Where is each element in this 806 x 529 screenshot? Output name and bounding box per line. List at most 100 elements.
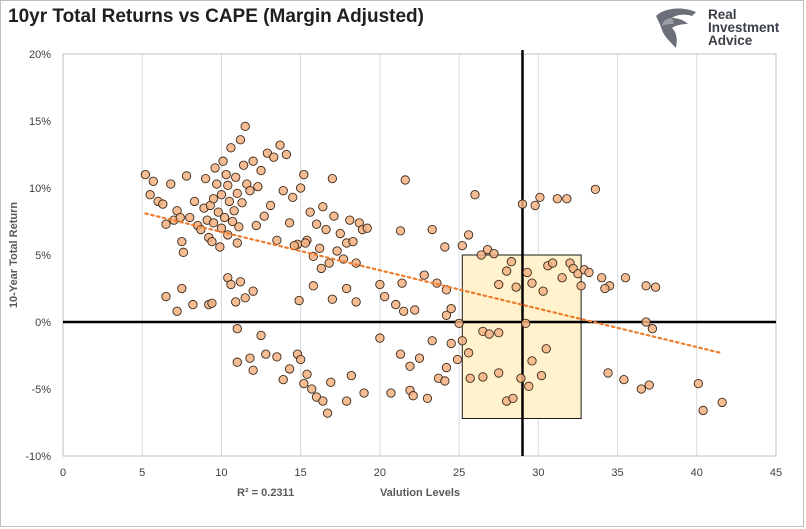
data-point — [650, 282, 661, 292]
data-point — [229, 206, 239, 216]
data-point — [351, 297, 361, 307]
data-point — [562, 194, 572, 204]
data-point — [536, 370, 547, 381]
data-point — [207, 236, 217, 247]
data-point — [238, 160, 249, 170]
chart-title: 10yr Total Returns vs CAPE (Margin Adjus… — [8, 6, 424, 27]
data-point — [218, 156, 228, 166]
data-point — [346, 370, 357, 381]
data-point — [463, 348, 474, 358]
data-point — [538, 286, 548, 296]
data-point — [248, 365, 258, 375]
data-point — [494, 368, 504, 378]
data-point — [341, 396, 352, 406]
data-point — [501, 266, 512, 276]
data-point — [219, 212, 230, 223]
data-point — [315, 243, 325, 253]
data-point — [321, 224, 331, 235]
x-axis-title: Valution Levels — [380, 487, 460, 499]
data-point — [324, 258, 334, 268]
data-point — [414, 353, 425, 363]
data-point — [232, 324, 242, 334]
data-point — [517, 199, 528, 209]
data-point — [253, 182, 263, 192]
data-point — [590, 184, 601, 194]
data-point — [600, 283, 610, 294]
data-point — [576, 281, 586, 291]
data-point — [281, 149, 292, 160]
data-point — [620, 273, 631, 283]
data-point — [240, 293, 250, 303]
data-point — [395, 226, 406, 236]
data-point — [698, 405, 708, 416]
x-tick-label: 45 — [770, 467, 782, 479]
data-point — [235, 135, 246, 145]
data-point — [208, 194, 219, 204]
data-point — [441, 310, 452, 320]
data-point — [375, 279, 385, 290]
data-point — [316, 263, 326, 274]
data-point — [248, 156, 258, 166]
data-point — [178, 247, 189, 257]
x-tick-label: 5 — [139, 467, 145, 479]
y-tick-label: 5% — [35, 250, 51, 262]
data-point — [441, 362, 452, 373]
data-point — [452, 354, 463, 365]
brand-line: Advice — [708, 33, 753, 48]
brand-line: Real — [708, 7, 737, 22]
data-point — [427, 224, 437, 235]
data-point — [189, 196, 200, 207]
data-point — [329, 211, 339, 221]
brand-logo: Real Investment Advice — [652, 6, 792, 50]
data-point — [299, 169, 309, 180]
data-point — [245, 353, 255, 363]
data-point — [603, 368, 613, 378]
data-point — [463, 230, 474, 240]
data-point — [237, 198, 247, 208]
data-point — [188, 299, 198, 310]
data-point — [470, 190, 480, 200]
x-tick-label: 35 — [611, 467, 623, 479]
data-point — [272, 235, 282, 245]
data-point — [251, 220, 261, 231]
data-point — [172, 306, 182, 316]
data-point — [200, 173, 211, 184]
data-point — [597, 273, 607, 283]
data-point — [161, 291, 171, 302]
data-point — [494, 279, 504, 290]
data-point — [395, 349, 406, 359]
data-point — [341, 283, 352, 294]
data-point — [400, 175, 410, 185]
brand-name: Real Investment Advice — [708, 7, 779, 48]
data-point — [278, 186, 288, 196]
data-point — [535, 192, 545, 203]
y-tick-label: -5% — [31, 384, 51, 396]
y-tick-label: 15% — [29, 116, 51, 128]
data-point — [158, 199, 168, 209]
data-point — [717, 397, 727, 408]
eagle-head-icon — [656, 8, 696, 48]
data-point — [232, 238, 242, 248]
data-point — [275, 140, 285, 150]
x-tick-label: 30 — [532, 467, 544, 479]
data-point — [207, 298, 217, 308]
data-point — [530, 200, 540, 211]
data-point — [516, 373, 526, 383]
data-point — [332, 246, 342, 256]
data-point — [177, 236, 187, 247]
data-point — [541, 344, 551, 354]
data-point — [527, 356, 537, 366]
data-point — [322, 408, 333, 418]
data-point — [234, 222, 244, 232]
data-point — [269, 152, 279, 162]
data-point — [476, 250, 486, 260]
data-point — [223, 230, 233, 240]
data-point — [296, 183, 306, 193]
data-point — [386, 388, 396, 398]
data-point — [256, 330, 266, 341]
data-point — [446, 303, 456, 314]
data-point — [181, 171, 192, 181]
data-point — [145, 190, 155, 200]
data-point — [259, 211, 269, 221]
data-point — [300, 238, 311, 248]
